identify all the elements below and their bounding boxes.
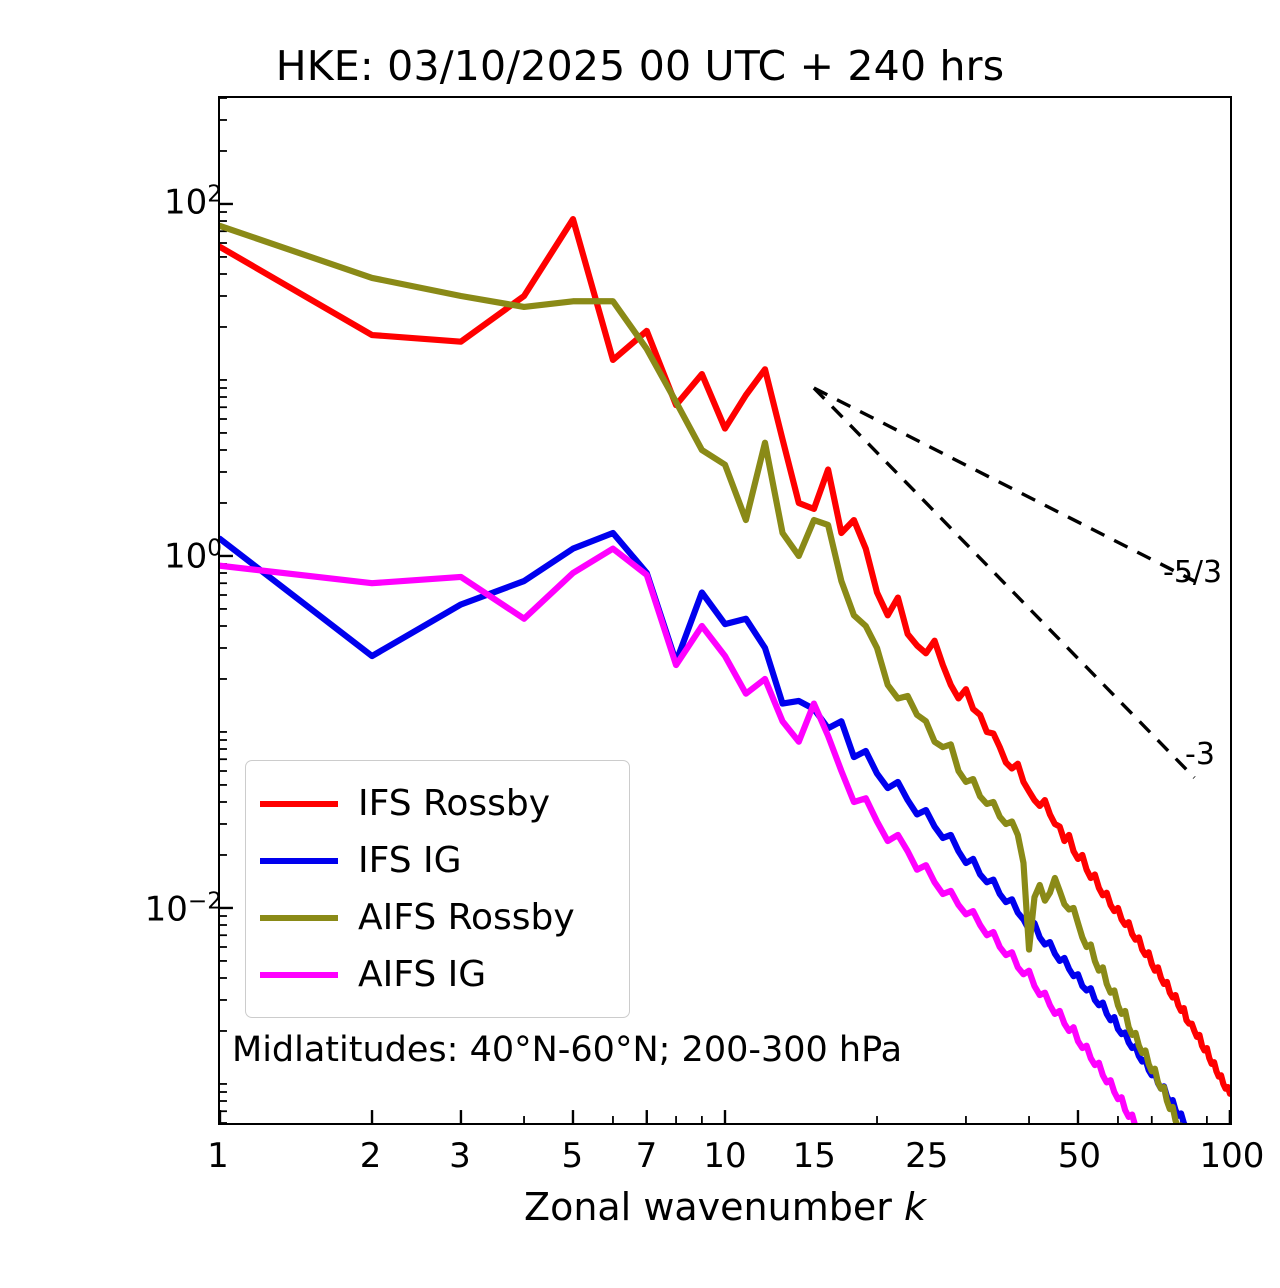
region-annotation: Midlatitudes: 40°N-60°N; 200-300 hPa [232,1030,903,1070]
legend-color-swatch [260,914,338,921]
legend-item-aifs-ig[interactable]: AIFS IG [260,946,611,1003]
legend-color-swatch [260,971,338,978]
y-tick-label-0.01: 10−2 [144,888,222,930]
x-tick-label-100: 100 [1199,1136,1265,1176]
y-tick-label-1: 100 [164,535,222,577]
x-axis-label: Zonal wavenumber k [218,1185,1232,1229]
plot-canvas [220,98,1230,1123]
x-tick-label-15: 15 [792,1136,836,1176]
legend-item-aifs-rossby[interactable]: AIFS Rossby [260,889,611,946]
legend-color-swatch [260,800,338,807]
page-title: HKE: 03/10/2025 00 UTC + 240 hrs [275,42,1005,90]
x-tick-label-25: 25 [905,1136,949,1176]
x-tick-label-50: 50 [1057,1136,1102,1176]
legend-item-label: IFS Rossby [358,782,551,824]
legend-item-ifs-ig[interactable]: IFS IG [260,832,611,889]
x-tick-label-7: 7 [635,1136,658,1176]
x-axis-label-main: Zonal wavenumber [524,1185,904,1229]
x-tick-label-5: 5 [561,1136,584,1176]
legend-item-label: AIFS IG [358,953,487,995]
slope-label-five-thirds: -5/3 [1163,555,1223,590]
x-tick-label-10: 10 [703,1136,747,1176]
legend-item-ifs-rossby[interactable]: IFS Rossby [260,775,611,832]
chart-legend: IFS Rossby IFS IG AIFS Rossby AIFS IG [245,760,630,1018]
legend-item-label: IFS IG [358,839,462,881]
legend-color-swatch [260,857,338,864]
legend-item-label: AIFS Rossby [358,896,575,938]
slope-label-minus-three: -3 [1185,737,1215,772]
x-tick-label-3: 3 [449,1136,471,1176]
x-axis-label-symbol: k [903,1185,926,1229]
y-tick-label-100: 102 [164,181,222,224]
x-tick-label-1: 1 [207,1136,229,1176]
x-tick-label-2: 2 [359,1136,382,1176]
